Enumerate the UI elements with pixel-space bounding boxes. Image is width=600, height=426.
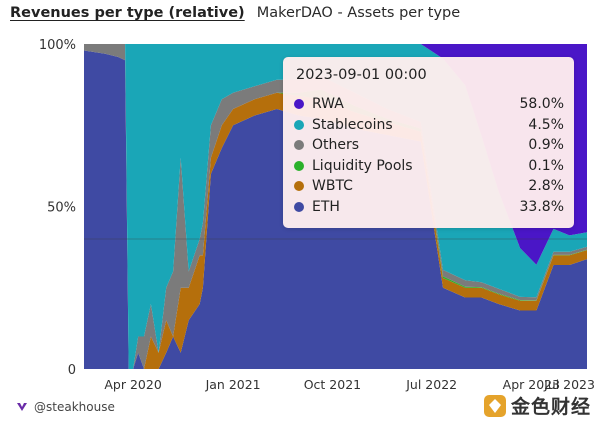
tab-revenues-per-type[interactable]: Revenues per type (relative) xyxy=(10,5,245,21)
tooltip-row-eth: ETH 33.8% xyxy=(294,197,564,217)
tooltip-row-rwa: RWA 58.0% xyxy=(294,94,564,114)
x-tick-label: Jul 2023 xyxy=(543,377,595,392)
tooltip-series-label: Others xyxy=(312,137,360,153)
tooltip-row-wbtc: WBTC 2.8% xyxy=(294,176,564,196)
x-tick-label: Jul 2022 xyxy=(405,377,457,392)
chart-title: MakerDAO - Assets per type xyxy=(256,5,461,21)
attribution: @steakhouse xyxy=(16,400,115,414)
steakhouse-logo-icon xyxy=(17,403,27,411)
legend-dot xyxy=(294,140,304,150)
watermark-text: 金色财经 xyxy=(511,396,592,418)
y-tick-label: 50% xyxy=(47,201,76,216)
legend-dot xyxy=(294,99,304,109)
y-tick-label: 0 xyxy=(68,363,76,378)
tooltip-row-liquidity-pools: Liquidity Pools 0.1% xyxy=(294,156,564,176)
tooltip-series-value: 4.5% xyxy=(528,116,564,133)
x-tick-label: Jan 2021 xyxy=(205,377,261,392)
x-tick-label: Apr 2020 xyxy=(104,377,161,392)
watermark: 金色财经 xyxy=(483,392,591,419)
x-axis: Apr 2020 Jan 2021 Oct 2021 Jul 2022 Apr 2023… xyxy=(104,377,595,392)
tooltip-series-label: Liquidity Pools xyxy=(312,157,413,174)
chart-header: Revenues per type (relative) MakerDAO - … xyxy=(10,2,460,24)
legend-dot xyxy=(294,160,304,171)
tooltip-series-label: WBTC xyxy=(312,178,353,194)
tooltip-row-stablecoins: Stablecoins 4.5% xyxy=(294,115,564,135)
tooltip-series-label: Stablecoins xyxy=(312,116,393,133)
tooltip-row-others: Others 0.9% xyxy=(294,135,564,155)
hover-tooltip: 2023-09-01 00:00 RWA 58.0% Stablecoins 4.5%… xyxy=(283,57,574,228)
tooltip-series-value: 0.1% xyxy=(528,157,564,174)
legend-dot xyxy=(294,201,304,212)
tooltip-series-value: 2.8% xyxy=(528,178,564,194)
x-tick-label: Oct 2021 xyxy=(304,377,361,392)
tooltip-date: 2023-09-01 00:00 xyxy=(296,67,427,83)
x-tick-label: Apr 2023 xyxy=(503,377,560,392)
tooltip-series-value: 58.0% xyxy=(519,96,564,112)
tooltip-series-value: 0.9% xyxy=(528,137,564,153)
y-tick-label: 100% xyxy=(39,38,76,53)
attribution-text: @steakhouse xyxy=(34,400,115,414)
tooltip-series-label: RWA xyxy=(312,96,344,112)
y-axis: 0 50% 100% xyxy=(39,38,76,378)
tooltip-series-label: ETH xyxy=(312,198,340,215)
tooltip-series-value: 33.8% xyxy=(519,198,564,215)
area-wbtc xyxy=(84,50,587,369)
legend-dot xyxy=(294,181,304,191)
legend-dot xyxy=(294,119,304,130)
jinse-logo-icon xyxy=(484,394,506,417)
